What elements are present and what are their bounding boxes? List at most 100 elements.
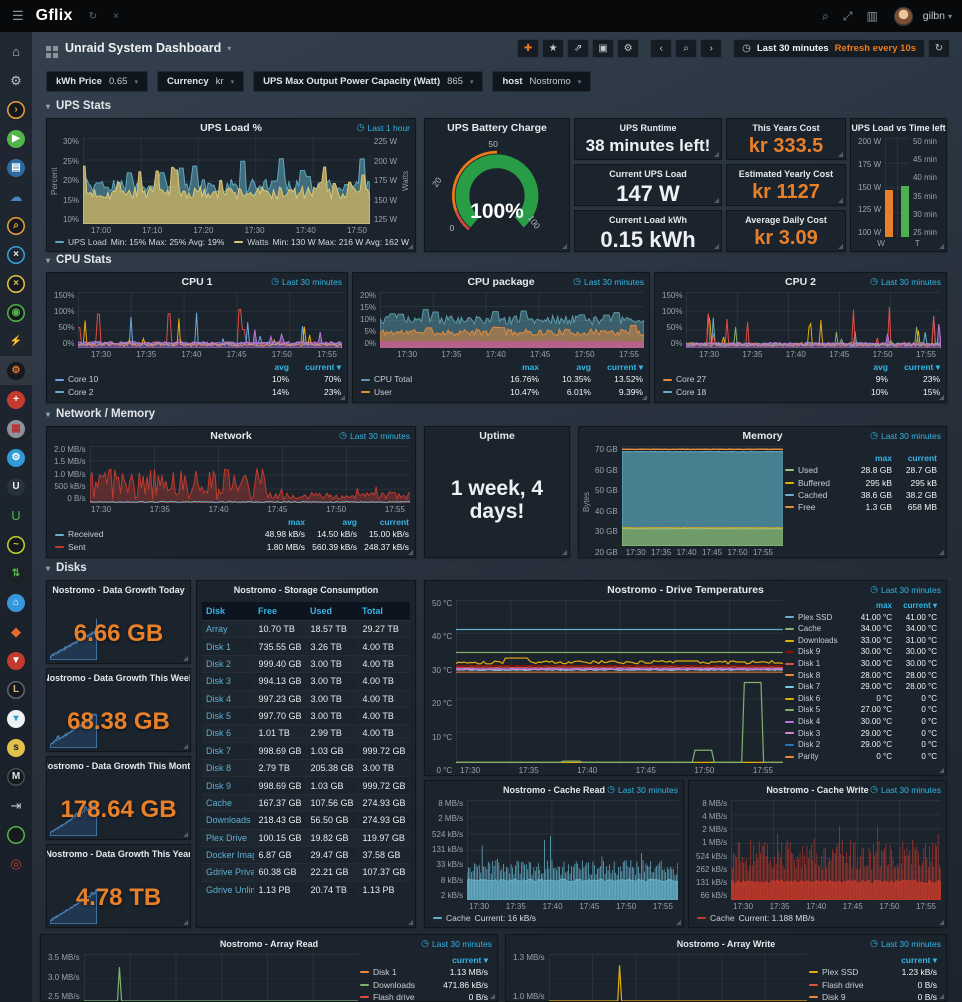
- time-range-picker[interactable]: ◷ Last 30 minutes Refresh every 10s: [733, 38, 925, 58]
- legend-series[interactable]: Cached: [785, 489, 847, 501]
- sidebar-app-krusader-icon[interactable]: ×: [0, 240, 32, 269]
- row-header-network-memory[interactable]: ▾ Network / Memory: [46, 408, 156, 420]
- panel-title[interactable]: Nostromo - Data Growth This Month: [46, 760, 191, 771]
- legend-column-header[interactable]: current ▾: [305, 362, 341, 373]
- legend-series[interactable]: Parity: [785, 751, 847, 763]
- legend-column-header[interactable]: max: [874, 453, 892, 463]
- sidebar-app-gitlab-icon[interactable]: ◆: [11, 624, 21, 639]
- avatar[interactable]: [893, 6, 913, 26]
- chart-area[interactable]: [467, 800, 678, 900]
- legend-series[interactable]: Disk 1: [785, 658, 847, 670]
- panel-title[interactable]: Nostromo - Storage Consumption: [233, 584, 379, 595]
- sidebar-app-unifi-icon[interactable]: U: [0, 472, 32, 501]
- legend-series[interactable]: Flash drive: [360, 991, 443, 1001]
- legend-series[interactable]: Received: [55, 528, 253, 540]
- legend-series[interactable]: Disk 4: [785, 716, 847, 728]
- variable-currency[interactable]: Currency kr ▾: [156, 71, 245, 92]
- chart-area[interactable]: [621, 446, 783, 546]
- legend-column-header[interactable]: current: [379, 517, 409, 528]
- legend-series[interactable]: CPU Total: [361, 373, 487, 385]
- legend-series[interactable]: Downloads: [360, 979, 443, 991]
- sidebar-app-github-icon[interactable]: [0, 820, 32, 849]
- column-header[interactable]: Free: [254, 602, 306, 621]
- time-range-link[interactable]: ◷ Last 30 minutes: [870, 938, 941, 949]
- sidebar-app-switch-toggle-icon[interactable]: ⇅: [0, 559, 32, 588]
- chart-area[interactable]: [83, 954, 358, 1001]
- panel-title[interactable]: CPU 1: [181, 275, 213, 288]
- legend-series[interactable]: Disk 2: [785, 739, 847, 751]
- row-header-cpu-stats[interactable]: ▾ CPU Stats: [46, 254, 112, 266]
- panel-title[interactable]: Estimated Yearly Cost: [738, 168, 834, 179]
- menu-icon[interactable]: ☰: [12, 8, 24, 23]
- legend-series[interactable]: Cache: [785, 623, 847, 635]
- chart-area[interactable]: [456, 600, 783, 764]
- legend-series[interactable]: Core 18: [663, 386, 836, 398]
- panel-title[interactable]: Nostromo - Data Growth This Year: [46, 848, 191, 859]
- chart-area[interactable]: [885, 138, 909, 237]
- variable-host[interactable]: host Nostromo ▾: [492, 71, 592, 92]
- panel-title[interactable]: Network: [210, 429, 252, 442]
- sidebar-app-u-green-icon[interactable]: U: [11, 508, 21, 523]
- kiosk-mode-icon[interactable]: ⤢: [842, 8, 853, 23]
- sidebar-app-settings-gear-icon[interactable]: ⚙: [10, 73, 22, 88]
- sidebar-app-download-red-icon[interactable]: ▼: [0, 646, 32, 675]
- panel-title[interactable]: Nostromo - Array Write: [676, 938, 776, 949]
- zoom-out-button[interactable]: ⌕: [675, 38, 698, 58]
- sidebar-app-netdata-icon[interactable]: ◉: [0, 298, 32, 327]
- sidebar-app-sub-icon[interactable]: s: [0, 733, 32, 762]
- legend-series[interactable]: Disk 9: [785, 646, 847, 658]
- time-range-link[interactable]: ◷ Last 30 minutes: [271, 276, 342, 287]
- legend-series[interactable]: Plex SSD: [785, 612, 847, 624]
- sidebar-app-ombi-icon[interactable]: ›: [0, 95, 32, 124]
- sidebar-app-jacket-icon[interactable]: M: [0, 762, 32, 791]
- legend-column-header[interactable]: current ▾: [607, 362, 643, 373]
- legend-series[interactable]: Cache Current: 16 kB/s: [433, 913, 536, 923]
- legend-series[interactable]: Disk 8: [785, 670, 847, 682]
- time-range-link[interactable]: ◷ Last 30 minutes: [573, 276, 644, 287]
- legend-series[interactable]: Disk 3: [785, 728, 847, 740]
- add-panel-button[interactable]: ✚: [517, 38, 540, 58]
- panel-title[interactable]: Average Daily Cost: [745, 214, 827, 225]
- sidebar-app-tautulli-icon[interactable]: ~: [0, 530, 32, 559]
- share-button[interactable]: ⇗: [567, 38, 590, 58]
- legend-series[interactable]: Buffered: [785, 477, 847, 489]
- time-range-link[interactable]: ◷ Last 30 minutes: [870, 430, 941, 441]
- sidebar-app-grid-monitor-icon[interactable]: ▦: [0, 414, 32, 443]
- panel-title[interactable]: Nostromo - Array Read: [219, 938, 319, 949]
- panel-title[interactable]: CPU 2: [785, 275, 816, 288]
- chart-area[interactable]: [83, 138, 370, 224]
- sidebar-app-node-exporter-icon[interactable]: ⚡: [0, 327, 32, 356]
- legend-series[interactable]: Watts Min: 130 W Max: 216 W Avg: 162 W: [234, 237, 409, 247]
- panel-title[interactable]: Current Load kWh: [609, 214, 687, 225]
- app-logo[interactable]: Gflix: [35, 7, 73, 24]
- chart-area[interactable]: [89, 446, 410, 504]
- legend-series[interactable]: Disk 9: [809, 991, 892, 1001]
- sidebar-app-gear-blue-icon[interactable]: ⚙: [0, 443, 32, 472]
- variable-ups-capacity[interactable]: UPS Max Output Power Capacity (Watt) 865 ▾: [253, 71, 484, 92]
- dashboard-title[interactable]: Unraid System Dashboard: [65, 41, 222, 55]
- refresh-icon[interactable]: ↻: [88, 10, 98, 22]
- sidebar-app-organizr-icon[interactable]: ×: [0, 269, 32, 298]
- column-header[interactable]: Total: [358, 602, 410, 621]
- time-range-link[interactable]: ◷ Last 30 minutes: [870, 276, 941, 287]
- time-range-link[interactable]: ◷ Last 1 hour: [356, 122, 410, 133]
- panel-title[interactable]: Current UPS Load: [609, 168, 687, 179]
- search-icon[interactable]: ⌕: [822, 8, 829, 23]
- close-icon[interactable]: ×: [113, 10, 119, 22]
- panel-title[interactable]: Nostromo - Data Growth This Week: [46, 672, 191, 683]
- legend-series[interactable]: Used: [785, 464, 847, 476]
- legend-series[interactable]: Sent: [55, 541, 253, 553]
- legend-series[interactable]: Disk 6: [785, 693, 847, 705]
- legend-series[interactable]: UPS Load Min: 15% Max: 25% Avg: 19%: [55, 237, 224, 247]
- legend-series[interactable]: Disk 1: [360, 966, 443, 978]
- panel-title[interactable]: Nostromo - Cache Read: [502, 784, 606, 795]
- row-header-ups-stats[interactable]: ▾ UPS Stats: [46, 100, 111, 112]
- sidebar-app-unraid-icon[interactable]: ⚙: [0, 356, 32, 385]
- chart-area[interactable]: [548, 954, 807, 1001]
- panel-title[interactable]: Nostromo - Cache Write: [766, 784, 869, 795]
- sidebar-app-home-icon[interactable]: ⌂: [12, 44, 20, 59]
- panel-title[interactable]: UPS Load vs Time left: [851, 122, 946, 133]
- legend-series[interactable]: Disk 7: [785, 681, 847, 693]
- time-range-link[interactable]: ◷ Last 30 minutes: [421, 938, 492, 949]
- legend-series[interactable]: Flash drive: [809, 979, 892, 991]
